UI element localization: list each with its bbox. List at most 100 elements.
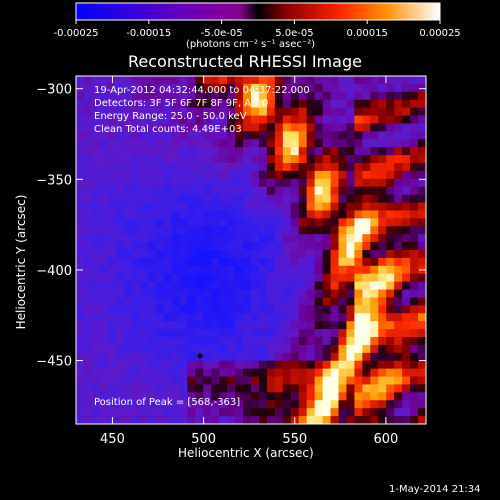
heatmap-cell: [290, 360, 300, 370]
heatmap-cell: [290, 400, 300, 409]
heatmap-cell: [76, 289, 85, 299]
heatmap-cell: [386, 147, 395, 156]
heatmap-cell: [394, 170, 403, 180]
heatmap-cell: [171, 107, 180, 117]
heatmap-cell: [211, 352, 220, 362]
heatmap-cell: [338, 368, 348, 378]
heatmap-cell: [107, 297, 117, 306]
heatmap-cell: [139, 115, 149, 125]
heatmap-cell: [195, 313, 204, 322]
heatmap-cell: [203, 408, 212, 417]
heatmap-cell: [243, 408, 252, 417]
heatmap-cell: [187, 408, 196, 417]
heatmap-cell: [354, 250, 363, 259]
heatmap-cell: [266, 194, 276, 204]
heatmap-cell: [76, 321, 85, 330]
heatmap-cell: [187, 352, 196, 362]
heatmap-cell: [346, 416, 355, 424]
heatmap-cell: [179, 139, 188, 148]
heatmap-cell: [306, 273, 316, 283]
heatmap-cell: [99, 115, 109, 125]
heatmap-cell: [99, 273, 109, 283]
heatmap-cell: [131, 313, 141, 322]
heatmap-cell: [314, 131, 324, 140]
heatmap-cell: [346, 384, 355, 393]
heatmap-cell: [123, 408, 133, 417]
heatmap-cell: [338, 202, 348, 212]
heatmap-cell: [251, 147, 260, 156]
heatmap-cell: [107, 147, 117, 156]
heatmap-cell: [179, 321, 188, 330]
heatmap-cell: [386, 321, 395, 330]
heatmap-cell: [171, 123, 180, 132]
heatmap-cell: [354, 178, 363, 188]
heatmap-cell: [338, 257, 348, 267]
heatmap-cell: [243, 194, 252, 204]
heatmap-cell: [203, 139, 212, 148]
heatmap-cell: [402, 281, 411, 291]
heatmap-cell: [139, 123, 149, 132]
annotation-detectors: Detectors: 3F 5F 6F 7F 8F 9F, Att 0: [94, 98, 269, 109]
heatmap-cell: [306, 147, 316, 156]
heatmap-cell: [219, 242, 228, 251]
heatmap-cell: [179, 337, 188, 346]
heatmap-cell: [251, 257, 260, 267]
heatmap-cell: [394, 194, 403, 204]
heatmap-cell: [282, 337, 292, 346]
heatmap-cell: [155, 170, 165, 180]
heatmap-cell: [266, 344, 276, 354]
heatmap-cell: [306, 352, 316, 362]
heatmap-cell: [330, 392, 340, 401]
heatmap-cell: [418, 360, 426, 370]
heatmap-cell: [251, 218, 260, 227]
heatmap-cell: [227, 360, 236, 370]
heatmap-cell: [346, 273, 355, 283]
heatmap-cell: [243, 273, 252, 283]
heatmap-cell: [171, 115, 180, 125]
heatmap-cell: [227, 186, 236, 196]
heatmap-cell: [187, 384, 196, 393]
heatmap-cell: [274, 139, 284, 148]
heatmap-cell: [219, 115, 228, 125]
heatmap-cell: [227, 194, 236, 204]
heatmap-cell: [290, 408, 300, 417]
heatmap-cell: [298, 265, 308, 275]
heatmap-cell: [219, 83, 228, 93]
heatmap-cell: [354, 83, 363, 93]
heatmap-cell: [211, 289, 220, 299]
heatmap-cell: [187, 289, 196, 299]
heatmap-cell: [386, 115, 395, 125]
heatmap-cell: [203, 76, 212, 85]
heatmap-cell: [378, 305, 387, 314]
heatmap-cell: [235, 289, 244, 299]
heatmap-cell: [322, 115, 332, 125]
heatmap-cell: [139, 186, 149, 196]
heatmap-cell: [123, 257, 133, 267]
heatmap-cell: [235, 313, 244, 322]
colorbar-ticks: -0.00025 -0.00015 -5.0e-05 5.0e-05 0.00015 0.…: [54, 20, 461, 39]
heatmap-cell: [354, 265, 363, 275]
heatmap-cell: [179, 242, 188, 251]
heatmap-cell: [211, 337, 220, 346]
heatmap-cell: [410, 99, 419, 109]
heatmap-cell: [314, 99, 324, 109]
heatmap-cell: [370, 202, 379, 212]
heatmap-cell: [362, 186, 371, 196]
heatmap-cell: [211, 392, 220, 401]
heatmap-cell: [354, 368, 363, 378]
heatmap-cell: [290, 329, 300, 338]
heatmap-cell: [378, 202, 387, 212]
heatmap-cell: [282, 218, 292, 227]
heatmap-cell: [314, 257, 324, 267]
heatmap-cell: [227, 265, 236, 275]
heatmap-cell: [163, 321, 173, 330]
heatmap-cell: [99, 186, 109, 196]
heatmap-cell: [131, 360, 141, 370]
heatmap-cell: [171, 186, 180, 196]
heatmap-cell: [370, 265, 379, 275]
heatmap-cell: [290, 115, 300, 125]
heatmap-cell: [219, 376, 228, 386]
heatmap-cell: [115, 305, 125, 314]
heatmap-cell: [139, 281, 149, 291]
heatmap-cell: [187, 163, 196, 172]
